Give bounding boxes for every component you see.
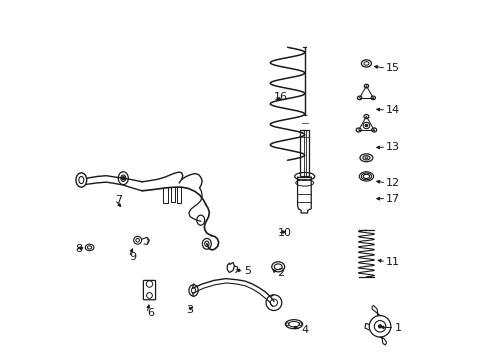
FancyBboxPatch shape — [143, 280, 155, 300]
Text: 5: 5 — [244, 266, 250, 276]
Text: 11: 11 — [386, 257, 399, 267]
Text: 10: 10 — [277, 228, 291, 238]
Text: 8: 8 — [75, 244, 82, 254]
Text: 7: 7 — [115, 195, 122, 205]
Text: 6: 6 — [147, 309, 154, 318]
Text: 17: 17 — [386, 194, 400, 204]
Text: 12: 12 — [386, 178, 400, 188]
Text: 1: 1 — [394, 323, 401, 333]
Text: 3: 3 — [186, 305, 193, 315]
Text: 2: 2 — [276, 268, 284, 278]
Circle shape — [122, 177, 124, 180]
Circle shape — [365, 125, 367, 127]
Text: 13: 13 — [386, 142, 399, 152]
Circle shape — [378, 325, 381, 328]
Text: 14: 14 — [386, 105, 400, 115]
FancyBboxPatch shape — [300, 130, 309, 176]
Text: 15: 15 — [386, 63, 399, 73]
Text: 9: 9 — [129, 252, 136, 262]
Text: 16: 16 — [273, 92, 287, 102]
Text: 4: 4 — [301, 325, 307, 335]
